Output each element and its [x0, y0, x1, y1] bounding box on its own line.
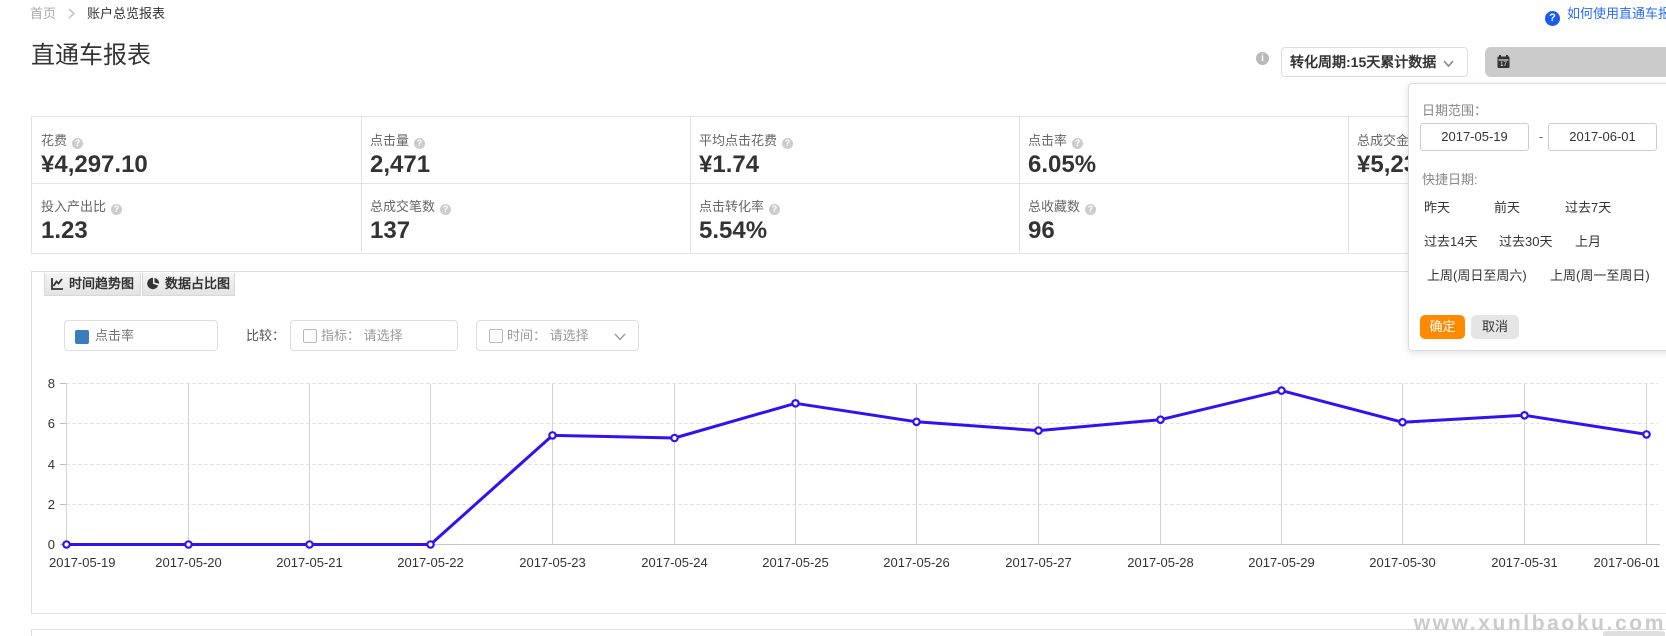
svg-text:2017-05-26: 2017-05-26	[883, 555, 950, 570]
svg-text:2017-05-27: 2017-05-27	[1005, 555, 1072, 570]
svg-text:4: 4	[48, 457, 55, 472]
svg-text:2017-05-19: 2017-05-19	[49, 555, 116, 570]
svg-text:6: 6	[48, 416, 55, 431]
svg-text:2017-06-01: 2017-06-01	[1594, 555, 1661, 570]
svg-text:2017-05-20: 2017-05-20	[155, 555, 222, 570]
svg-text:2017-05-24: 2017-05-24	[641, 555, 708, 570]
svg-text:17: 17	[1500, 62, 1507, 68]
svg-text:2017-05-22: 2017-05-22	[397, 555, 464, 570]
svg-text:2017-05-25: 2017-05-25	[762, 555, 829, 570]
svg-text:2017-05-23: 2017-05-23	[519, 555, 586, 570]
svg-text:2017-05-31: 2017-05-31	[1491, 555, 1558, 570]
svg-text:2017-05-29: 2017-05-29	[1248, 555, 1315, 570]
svg-text:8: 8	[48, 376, 55, 391]
svg-text:2017-05-28: 2017-05-28	[1127, 555, 1194, 570]
svg-text:0: 0	[48, 537, 55, 552]
svg-text:2017-05-30: 2017-05-30	[1369, 555, 1436, 570]
svg-text:2: 2	[48, 497, 55, 512]
svg-text:2017-05-21: 2017-05-21	[276, 555, 343, 570]
